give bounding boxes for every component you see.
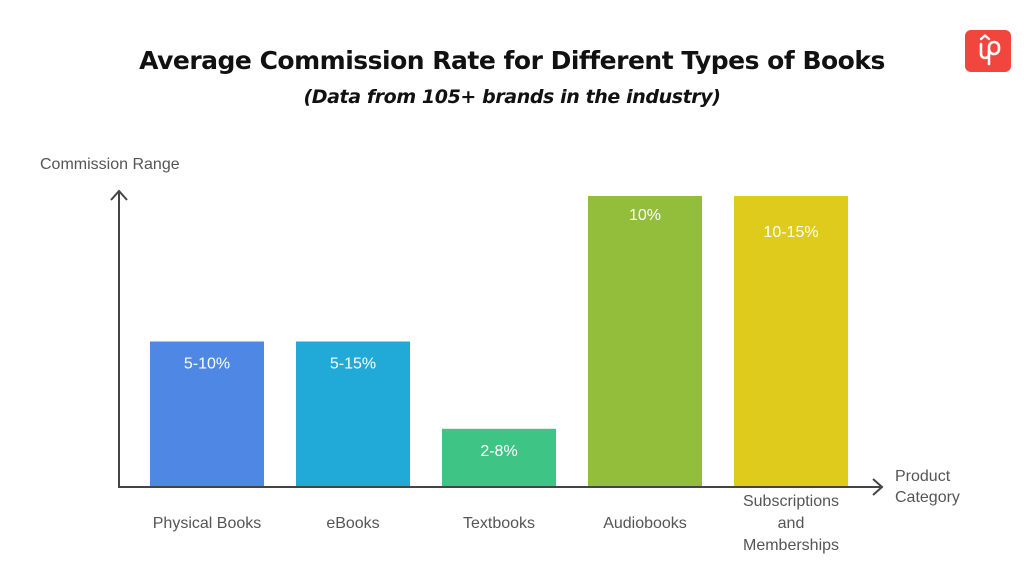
chart-subtitle: (Data from 105+ brands in the industry)	[303, 86, 721, 108]
category-label-line: Audiobooks	[603, 515, 687, 532]
chart-title: Average Commission Rate for Different Ty…	[139, 46, 885, 75]
category-label-line: eBooks	[326, 515, 379, 532]
data-label: 10-15%	[763, 224, 818, 241]
x-axis-label-line: Product	[895, 468, 951, 485]
x-axis-arrow-icon	[872, 478, 884, 496]
category-label-line: Subscriptions	[743, 493, 839, 510]
category-label-line: Textbooks	[463, 515, 535, 532]
data-label: 5-10%	[184, 356, 230, 373]
category-label: Textbooks	[463, 515, 535, 532]
y-axis-arrow-icon	[110, 189, 128, 201]
data-label: 10%	[629, 207, 661, 224]
brand-logo	[965, 30, 1011, 72]
x-axis-label: Product Category	[895, 466, 960, 508]
category-label-line: Memberships	[743, 537, 839, 554]
category-label: eBooks	[326, 515, 379, 532]
category-label-line: and	[778, 515, 805, 532]
bar	[734, 196, 848, 487]
category-label-line: Physical Books	[153, 515, 262, 532]
up-logo-icon	[979, 34, 1001, 66]
bar	[442, 428, 556, 487]
data-label: 5-15%	[330, 356, 376, 373]
y-axis-label: Commission Range	[40, 156, 180, 173]
category-label: Subscriptions and Memberships	[743, 493, 839, 554]
category-label: Physical Books	[153, 515, 262, 532]
x-axis-label-line: Category	[895, 489, 960, 506]
bar	[150, 341, 264, 487]
bar	[296, 341, 410, 487]
category-label: Audiobooks	[603, 515, 687, 532]
bar	[588, 196, 702, 487]
data-label: 2-8%	[480, 443, 517, 460]
